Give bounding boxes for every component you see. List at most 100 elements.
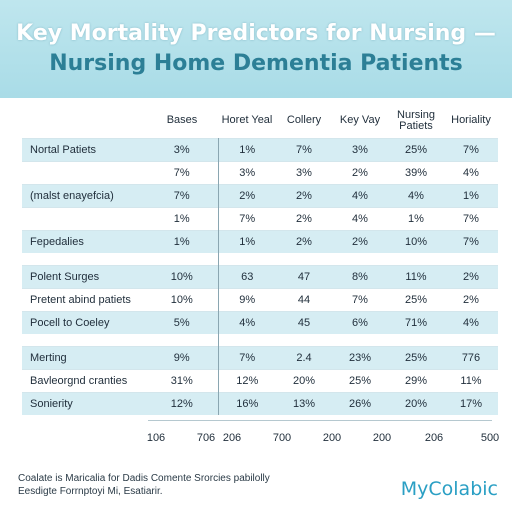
data-cell: 7% [444, 137, 498, 161]
data-cell: 44 [276, 287, 332, 311]
row-gap [22, 253, 498, 265]
gap-cell [276, 253, 332, 265]
column-header: Key Vay [339, 114, 381, 127]
data-cell: 3% [332, 137, 388, 161]
table-row: Sonierity 12% 16% 13% 26% 20% 17% [22, 391, 498, 415]
row-label: Polent Surges [22, 264, 146, 288]
header-cell-label [22, 104, 146, 138]
data-cell: 4% [332, 183, 388, 207]
data-cell: 6% [332, 310, 388, 334]
data-cell: 2% [276, 229, 332, 253]
data-cell: 25% [388, 137, 444, 161]
row-label: Pocell to Coeley [22, 310, 146, 334]
brand-logo: MyColabic [400, 478, 498, 500]
data-cell: 3% [276, 160, 332, 184]
data-cell: 4% [218, 310, 276, 334]
data-cell: 16% [218, 391, 276, 415]
data-cell: 5% [146, 310, 219, 334]
data-cell: 7% [146, 183, 219, 207]
row-label: Pretent abind patiets [22, 287, 146, 311]
data-cell: 9% [146, 345, 219, 369]
x-tick-label: 200 [322, 432, 342, 444]
column-header: Nursing Patiets [397, 108, 435, 132]
data-cell: 776 [444, 345, 498, 369]
gap-cell [444, 334, 498, 346]
gap-cell [332, 334, 388, 346]
x-tick-label: 200 [372, 432, 392, 444]
column-header: Horiality [451, 114, 491, 127]
data-cell: 47 [276, 264, 332, 288]
column-header: Collery [286, 114, 322, 127]
x-tick-label: 206 [222, 432, 242, 444]
data-cell: 1% [444, 183, 498, 207]
data-cell: 25% [388, 345, 444, 369]
data-cell: 23% [332, 345, 388, 369]
chart-title-line1: Key Mortality Predictors for Nursing — [16, 21, 496, 46]
data-cell: 9% [218, 287, 276, 311]
gap-cell [146, 253, 219, 265]
table-row: Polent Surges 10% 63 47 8% 11% 2% [22, 264, 498, 288]
gap-cell [388, 253, 444, 265]
data-cell: 12% [218, 368, 276, 392]
footer-note: Coalate is Maricalia for Dadis Comente S… [18, 472, 270, 498]
data-cell: 25% [332, 368, 388, 392]
data-cell: 2% [444, 264, 498, 288]
data-cell: 7% [444, 229, 498, 253]
data-table: Bases Horet Yeal Collery Key Vay Nursing Pat… [22, 104, 498, 415]
gap-cell [444, 253, 498, 265]
row-label: Nortal Patiets [22, 137, 146, 161]
gap-cell [22, 334, 146, 346]
row-label: (malst enayefcia) [22, 183, 146, 207]
data-cell: 7% [444, 206, 498, 230]
data-cell: 1% [218, 137, 276, 161]
data-cell: 63 [218, 264, 276, 288]
gap-cell [22, 253, 146, 265]
gap-cell [388, 334, 444, 346]
data-cell: 7% [332, 287, 388, 311]
data-cell: 11% [444, 368, 498, 392]
row-label: Merting [22, 345, 146, 369]
data-cell: 17% [444, 391, 498, 415]
x-axis-line [148, 420, 492, 421]
gap-cell [332, 253, 388, 265]
data-cell: 8% [332, 264, 388, 288]
data-cell: 2% [332, 229, 388, 253]
data-cell: 1% [146, 206, 219, 230]
data-cell: 71% [388, 310, 444, 334]
data-cell: 29% [388, 368, 444, 392]
data-cell: 10% [388, 229, 444, 253]
data-cell: 39% [388, 160, 444, 184]
table-row: Fepedalies 1% 1% 2% 2% 10% 7% [22, 229, 498, 253]
table-row: 7% 3% 3% 2% 39% 4% [22, 160, 498, 184]
table-body: Nortal Patiets 3% 1% 7% 3% 25% 7% 7% 3% 3% 2% 39% 4%… [22, 137, 498, 415]
gap-cell [146, 334, 219, 346]
data-cell: 7% [218, 206, 276, 230]
data-cell: 25% [388, 287, 444, 311]
data-cell: 4% [444, 310, 498, 334]
gap-cell [276, 334, 332, 346]
chart-title-line2: Nursing Home Dementia Patients [49, 51, 463, 76]
data-cell: 12% [146, 391, 219, 415]
row-label: Bavleorgnd cranties [22, 368, 146, 392]
data-cell: 20% [276, 368, 332, 392]
row-gap [22, 334, 498, 346]
data-cell: 7% [276, 137, 332, 161]
data-cell: 7% [218, 345, 276, 369]
table-row: 1% 7% 2% 4% 1% 7% [22, 206, 498, 230]
data-cell: 10% [146, 287, 219, 311]
x-tick-label: 106 [146, 432, 166, 444]
row-label: Fepedalies [22, 229, 146, 253]
data-cell: 4% [388, 183, 444, 207]
table-row: Pocell to Coeley 5% 4% 45 6% 71% 4% [22, 310, 498, 334]
data-cell: 3% [146, 137, 219, 161]
data-cell: 7% [146, 160, 219, 184]
row-label: Sonierity [22, 391, 146, 415]
data-cell: 2% [218, 183, 276, 207]
x-tick-label: 500 [480, 432, 500, 444]
table-row: Nortal Patiets 3% 1% 7% 3% 25% 7% [22, 137, 498, 161]
title-banner: Key Mortality Predictors for Nursing — N… [0, 0, 512, 98]
data-cell: 2.4 [276, 345, 332, 369]
data-cell: 1% [146, 229, 219, 253]
data-cell: 2% [276, 183, 332, 207]
table-header-row: Bases Horet Yeal Collery Key Vay Nursing Pat… [22, 104, 498, 138]
